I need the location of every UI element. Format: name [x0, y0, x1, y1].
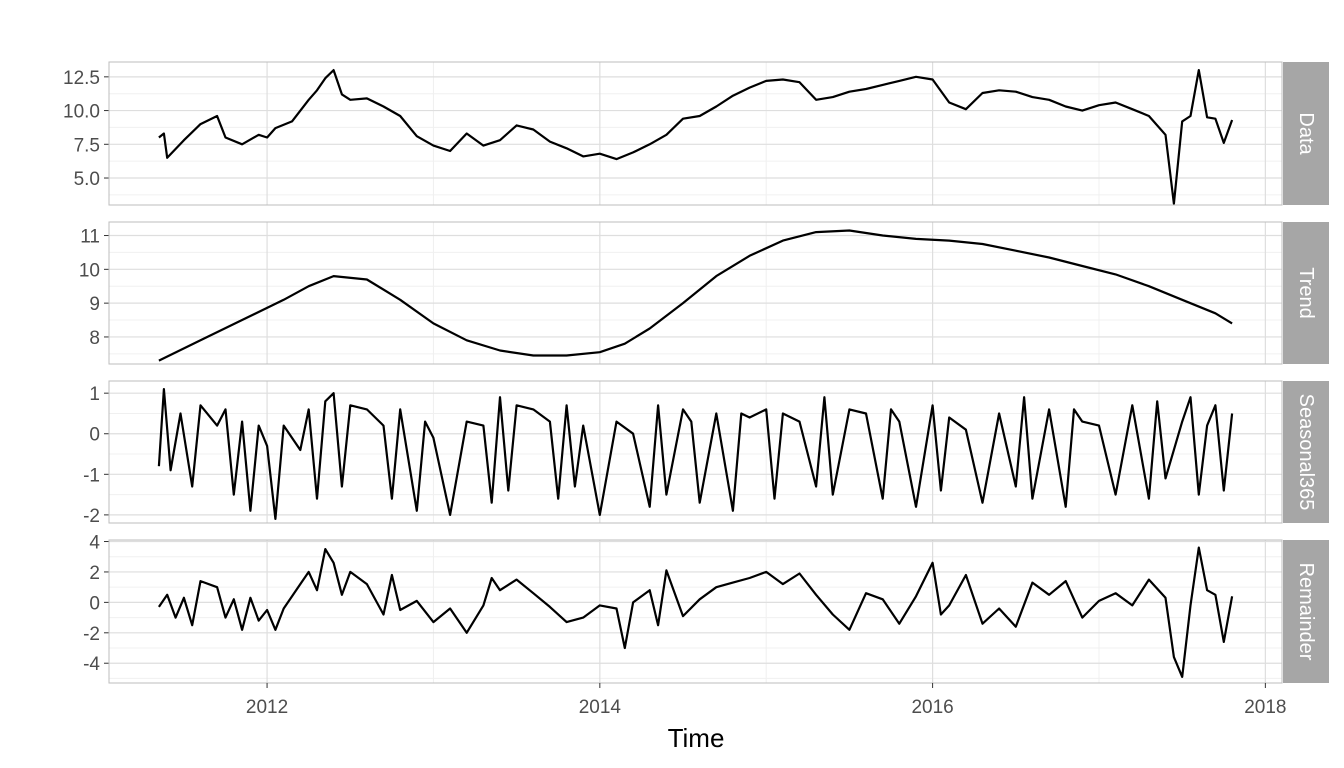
series-line-remainder: [157, 546, 1234, 678]
y-tick-label: 9: [89, 294, 100, 315]
panel-border: [108, 61, 1283, 206]
x-tick-label: 2018: [1244, 697, 1286, 718]
facet-strip-label: Seasonal365: [1295, 394, 1317, 511]
panel-background: [109, 62, 1282, 205]
y-tick-label: 5.0: [74, 169, 100, 190]
x-tick-label: 2014: [579, 697, 622, 718]
y-tick-label: 1: [89, 384, 100, 405]
panel-border: [108, 380, 1283, 524]
y-tick-label: -1: [83, 465, 100, 486]
y-tick-label: 10.0: [63, 102, 100, 123]
facet-strip-label: Data: [1295, 112, 1317, 155]
y-tick-label: -2: [83, 506, 100, 527]
series-line-seasonal365: [157, 388, 1234, 520]
y-tick-label: 2: [89, 563, 100, 584]
y-tick-label: 8: [89, 328, 100, 349]
panel-border: [108, 539, 1283, 684]
panel-border: [108, 221, 1283, 365]
y-tick-label: -2: [83, 624, 100, 645]
facet-strip-label: Remainder: [1295, 563, 1317, 661]
x-tick-label: 2012: [246, 697, 288, 718]
series-line-trend: [158, 229, 1233, 362]
x-tick-label: 2016: [911, 697, 953, 718]
facet-strip: [1283, 222, 1329, 364]
panel-background: [109, 540, 1282, 683]
y-tick-label: 0: [89, 593, 100, 614]
y-tick-label: 7.5: [74, 135, 100, 156]
facet-strip-label: Trend: [1295, 267, 1317, 319]
y-tick-label: 12.5: [63, 68, 100, 89]
panel-remainder: -4 -2 0 2 4 Remainder: [83, 533, 1329, 684]
y-tick-label: 4: [89, 533, 100, 554]
panel-data: 5.0 7.5 10.0 12.5 Data: [63, 61, 1329, 206]
facet-strip: [1283, 540, 1329, 683]
series-line-data: [158, 69, 1234, 205]
x-axis-title: Time: [668, 723, 725, 753]
panel-seasonal365: -2 -1 0 1 Seasonal365: [83, 380, 1329, 527]
x-axis: 2012 2014 2016 2018: [246, 683, 1287, 718]
facet-strip: [1283, 62, 1329, 205]
facet-strip: [1283, 381, 1329, 523]
panel-trend: 8 9 10 11 Trend: [79, 221, 1329, 365]
y-tick-label: 0: [89, 425, 100, 446]
y-tick-label: -4: [83, 654, 100, 675]
panels-group: 5.0 7.5 10.0 12.5 Data 8 9 10 11 Trend -2 -1 0 1 Seaso…: [63, 61, 1329, 684]
y-tick-label: 10: [79, 260, 100, 281]
y-tick-label: 11: [80, 227, 100, 248]
